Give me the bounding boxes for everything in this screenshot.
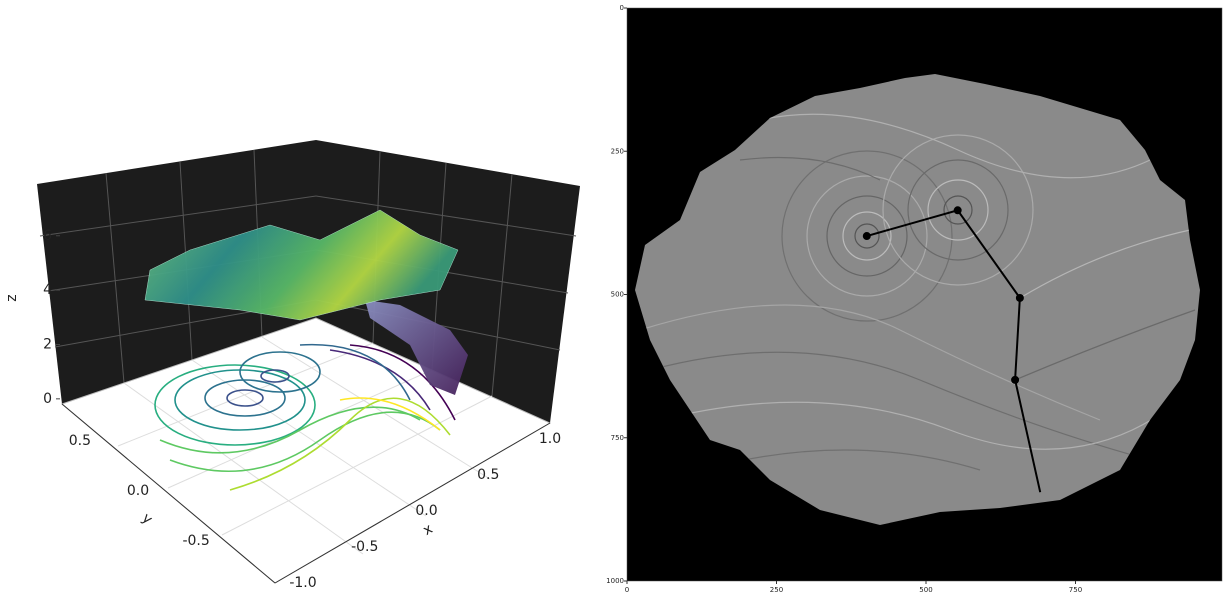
x-tick-label: 0 [625,586,629,594]
y-tick-label: -0.5 [182,533,209,549]
panel-3d: x y z -1.0 -0.5 0.0 0.5 1.0 -0.5 0.0 0.5 0 2 4 6 [4,140,580,591]
y-tick-label: 0 [620,4,624,12]
y-tick-label: 0.0 [127,483,149,499]
figure: x y z -1.0 -0.5 0.0 0.5 1.0 -0.5 0.0 0.5 0 2 4 6 0 2… [0,0,1225,603]
critical-point [1011,376,1019,384]
y-tick-label: 250 [611,147,624,155]
z-axis-label: z [4,294,20,301]
x-tick-label: 0.5 [477,467,499,483]
x-tick-label: 250 [770,586,783,594]
x-tick-label: 1.0 [539,431,561,447]
x-tick-label: 0.0 [415,503,437,519]
x-tick-label: 500 [919,586,932,594]
y-axis-label: y [139,510,156,528]
page: {"chart_data":[ {"type":"surface3d","xla… [0,0,1225,603]
z-tick-label: 0 [43,391,52,407]
y-tick-label: 0.5 [69,433,91,449]
critical-point [863,232,871,240]
critical-point [954,206,962,214]
z-tick-label: 4 [43,282,52,298]
z-tick-label: 2 [43,336,52,352]
x-axis-label: x [420,521,435,539]
panel-image: 0 250 500 750 0 250 500 750 1000 [606,4,1222,594]
critical-point [1016,294,1024,302]
y-tick-label: 1000 [606,577,624,585]
x-tick-label: -1.0 [289,575,316,591]
x-tick-label: 750 [1069,586,1082,594]
x-tick-label: -0.5 [351,539,378,555]
y-tick-label: 750 [611,434,624,442]
z-tick-label: 6 [43,228,52,244]
y-tick-label: 500 [611,291,624,299]
